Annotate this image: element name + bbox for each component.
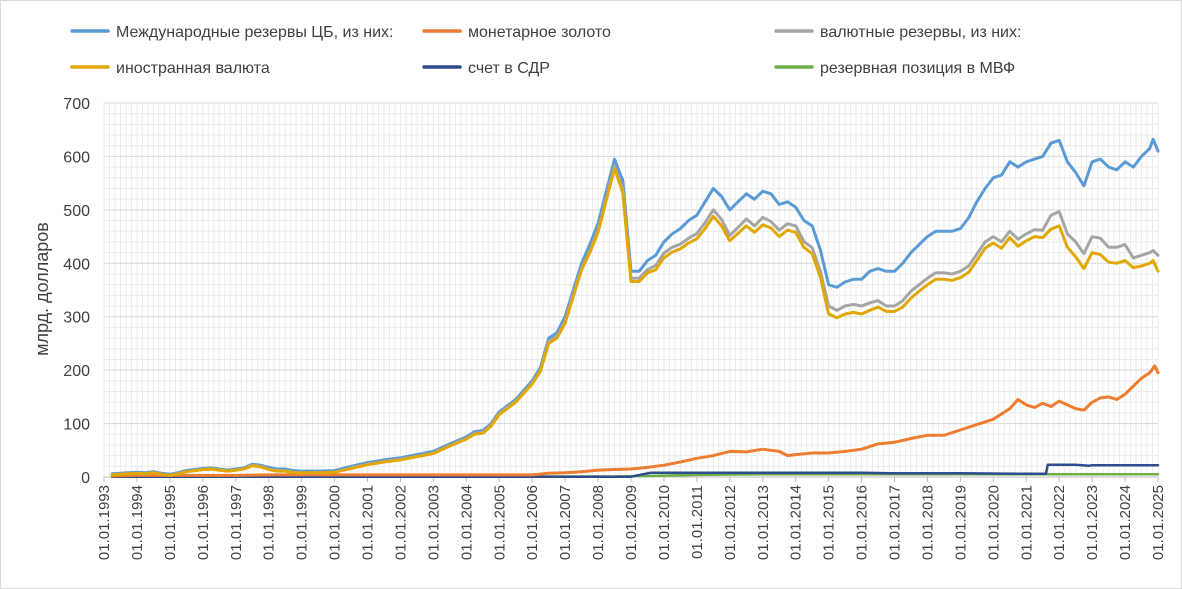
x-tick-label: 01.01.1997 bbox=[228, 485, 245, 560]
x-tick-label: 01.01.2010 bbox=[656, 485, 673, 560]
y-tick-label: 200 bbox=[63, 363, 90, 380]
x-tick-label: 01.01.2004 bbox=[458, 485, 475, 560]
x-tick-label: 01.01.1995 bbox=[162, 485, 179, 560]
x-tick-label: 01.01.2025 bbox=[1150, 485, 1167, 560]
y-tick-label: 300 bbox=[63, 310, 90, 327]
x-tick-label: 01.01.2005 bbox=[491, 485, 508, 560]
x-tick-label: 01.01.2003 bbox=[425, 485, 442, 560]
x-tick-label: 01.01.2000 bbox=[327, 485, 344, 560]
y-tick-label: 500 bbox=[63, 203, 90, 220]
x-tick-label: 01.01.2018 bbox=[919, 485, 936, 560]
x-tick-label: 01.01.2023 bbox=[1084, 485, 1101, 560]
series-layer bbox=[110, 137, 1160, 478]
x-tick-label: 01.01.2012 bbox=[722, 485, 739, 560]
legend-label: монетарное золото bbox=[468, 24, 611, 41]
x-tick-label: 01.01.1998 bbox=[261, 485, 278, 560]
x-tick-label: 01.01.2020 bbox=[985, 485, 1002, 560]
x-tick-label: 01.01.2013 bbox=[755, 485, 772, 560]
x-tick-label: 01.01.1994 bbox=[129, 485, 146, 560]
series-line-1 bbox=[110, 364, 1160, 478]
x-tick-label: 01.01.2006 bbox=[524, 485, 541, 560]
series-line-3 bbox=[110, 166, 1160, 477]
x-tick-label: 01.01.1999 bbox=[294, 485, 311, 560]
y-axis-title: млрд. долларов bbox=[32, 222, 52, 356]
x-tick-label: 01.01.1996 bbox=[195, 485, 212, 560]
x-tick-label: 01.01.2007 bbox=[557, 485, 574, 560]
legend-label: резервная позиция в МВФ bbox=[820, 60, 1015, 77]
legend-label: Международные резервы ЦБ, из них: bbox=[116, 24, 393, 41]
x-tick-label: 01.01.2016 bbox=[854, 485, 871, 560]
x-tick-label: 01.01.2008 bbox=[590, 485, 607, 560]
y-tick-label: 600 bbox=[63, 149, 90, 166]
x-tick-label: 01.01.2002 bbox=[392, 485, 409, 560]
legend-label: валютные резервы, из них: bbox=[820, 24, 1021, 41]
grid bbox=[103, 102, 1159, 478]
y-tick-label: 400 bbox=[63, 256, 90, 273]
y-tick-label: 100 bbox=[63, 417, 90, 434]
x-tick-label: 01.01.2001 bbox=[360, 485, 377, 560]
series-line-0 bbox=[110, 137, 1160, 476]
legend-label: счет в СДР bbox=[468, 60, 550, 77]
x-tick-label: 01.01.2009 bbox=[623, 485, 640, 560]
series-line-4 bbox=[110, 463, 1160, 478]
legend-label: иностранная валюта bbox=[116, 60, 270, 77]
x-tick-label: 01.01.1993 bbox=[96, 485, 113, 560]
x-tick-label: 01.01.2024 bbox=[1117, 485, 1134, 560]
x-tick-label: 01.01.2014 bbox=[788, 485, 805, 560]
x-tick-label: 01.01.2022 bbox=[1051, 485, 1068, 560]
y-tick-label: 0 bbox=[81, 470, 90, 487]
x-tick-label: 01.01.2021 bbox=[1018, 485, 1035, 560]
x-tick-label: 01.01.2011 bbox=[689, 485, 706, 559]
x-tick-label: 01.01.2015 bbox=[821, 485, 838, 560]
x-tick-label: 01.01.2017 bbox=[887, 485, 904, 560]
legend: Международные резервы ЦБ, из них: монетар… bbox=[70, 24, 1021, 77]
y-tick-label: 700 bbox=[63, 96, 90, 113]
x-tick-label: 01.01.2019 bbox=[952, 485, 969, 560]
